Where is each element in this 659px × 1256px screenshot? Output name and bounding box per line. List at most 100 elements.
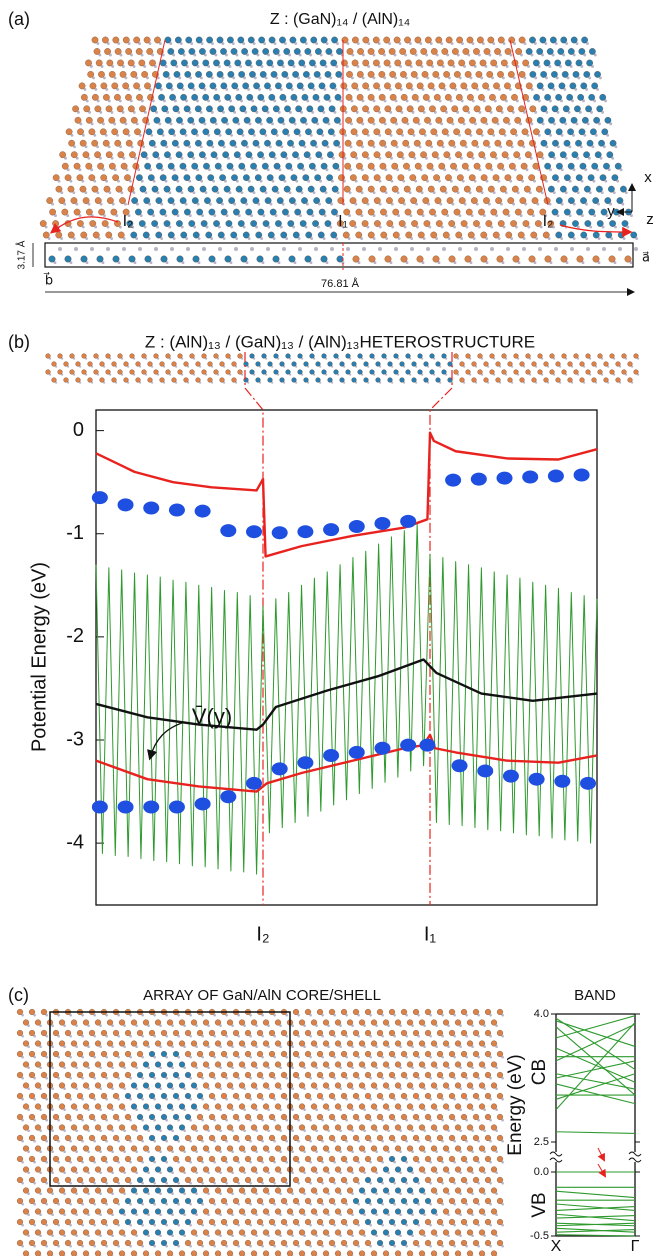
metal-atom (570, 83, 576, 89)
metal-atom (376, 362, 381, 367)
metal-atom (497, 1219, 503, 1225)
metal-atom (233, 117, 239, 123)
metal-atom (486, 163, 492, 169)
metal-atom (239, 1020, 245, 1026)
metal-atom (94, 370, 99, 375)
metal-atom (442, 129, 448, 135)
metal-atom (610, 354, 615, 359)
metal-atom (215, 1230, 221, 1236)
metal-atom (445, 174, 451, 180)
metal-atom (263, 1146, 269, 1152)
metal-atom (130, 370, 135, 375)
metal-atom (293, 1240, 299, 1246)
metal-atom (143, 1125, 149, 1131)
metal-atom (467, 152, 473, 158)
metal-atom (423, 94, 429, 100)
metal-atom (232, 378, 237, 383)
metal-atom (167, 1125, 173, 1131)
data-point (445, 474, 461, 487)
metal-atom (515, 209, 521, 215)
metal-atom (421, 174, 427, 180)
metal-atom (195, 140, 201, 146)
metal-atom (185, 1240, 191, 1246)
metal-atom (251, 1041, 257, 1047)
metal-atom (419, 1230, 425, 1236)
metal-atom (248, 129, 254, 135)
metal-atom (491, 1041, 497, 1047)
metal-atom (138, 140, 144, 146)
metal-atom (224, 186, 230, 192)
metal-atom (118, 370, 123, 375)
metal-atom (113, 256, 120, 263)
metal-atom (380, 163, 386, 169)
metal-atom (533, 129, 539, 135)
metal-atom (83, 1062, 89, 1068)
metal-atom (371, 1167, 377, 1173)
metal-atom (167, 1062, 173, 1068)
metal-atom (131, 1188, 137, 1194)
metal-atom (576, 209, 582, 215)
metal-atom (544, 163, 550, 169)
metal-atom (77, 1177, 83, 1183)
metal-atom (485, 1240, 491, 1246)
metal-atom (221, 209, 227, 215)
metal-atom (401, 1093, 407, 1099)
metal-atom (209, 1072, 215, 1078)
metal-atom (622, 354, 627, 359)
metal-atom (419, 129, 425, 135)
label: I₁ (338, 213, 348, 230)
metal-atom (533, 60, 539, 66)
metal-atom (493, 232, 499, 238)
metal-atom (365, 1156, 371, 1162)
nitrogen-atom (138, 247, 142, 251)
metal-atom (351, 106, 357, 112)
metal-atom (395, 1125, 401, 1131)
metal-atom (172, 140, 178, 146)
metal-atom (389, 1177, 395, 1183)
metal-atom (419, 1209, 425, 1215)
metal-atom (359, 1209, 365, 1215)
metal-atom (275, 1146, 281, 1152)
metal-atom (551, 71, 557, 77)
metal-atom (275, 1020, 281, 1026)
metal-atom (326, 48, 332, 54)
cell-box (45, 243, 633, 267)
metal-atom (365, 1009, 371, 1015)
metal-atom (429, 209, 435, 215)
metal-atom (294, 209, 300, 215)
metal-atom (512, 186, 518, 192)
metal-atom (435, 197, 441, 203)
metal-atom (179, 1146, 185, 1152)
metal-atom (77, 174, 83, 180)
metal-atom (203, 1020, 209, 1026)
metal-atom (129, 152, 135, 158)
metal-atom (71, 1062, 77, 1068)
metal-atom (152, 186, 158, 192)
metal-atom (225, 256, 232, 263)
metal-atom (421, 48, 427, 54)
metal-atom (347, 48, 353, 54)
metal-atom (299, 1230, 305, 1236)
metal-atom (481, 174, 487, 180)
metal-atom (532, 378, 537, 383)
metal-atom (203, 1251, 209, 1256)
band-line (556, 1018, 635, 1069)
metal-atom (386, 197, 392, 203)
metal-atom (35, 1251, 41, 1256)
metal-atom (288, 220, 294, 226)
metal-atom (383, 1251, 389, 1256)
metal-atom (419, 1020, 425, 1026)
metal-atom (474, 163, 480, 169)
metal-atom (526, 370, 531, 375)
metal-atom (347, 1041, 353, 1047)
metal-atom (114, 94, 120, 100)
metal-atom (17, 1135, 23, 1141)
metal-atom (392, 163, 398, 169)
metal-atom (317, 1051, 323, 1057)
metal-atom (456, 232, 462, 238)
metal-atom (95, 1209, 101, 1215)
metal-atom (139, 60, 145, 66)
metal-atom (412, 94, 418, 100)
metal-atom (271, 71, 277, 77)
metal-atom (260, 71, 266, 77)
